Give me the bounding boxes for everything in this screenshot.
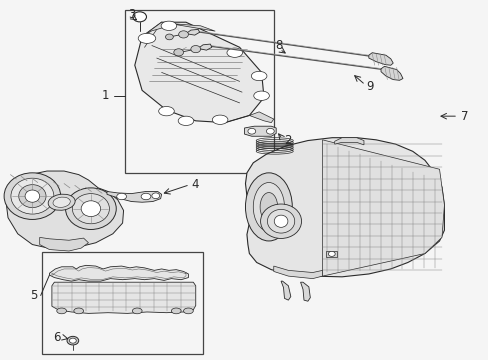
Ellipse shape	[171, 308, 181, 314]
Text: 1: 1	[102, 89, 109, 102]
Ellipse shape	[57, 308, 66, 314]
Ellipse shape	[251, 71, 266, 81]
Polygon shape	[40, 237, 88, 251]
Polygon shape	[49, 265, 188, 281]
Polygon shape	[322, 140, 444, 276]
Polygon shape	[142, 22, 215, 37]
Ellipse shape	[65, 188, 116, 229]
Ellipse shape	[141, 193, 151, 200]
Polygon shape	[380, 66, 402, 80]
Polygon shape	[300, 282, 310, 301]
Ellipse shape	[138, 33, 156, 43]
Ellipse shape	[183, 308, 193, 314]
Ellipse shape	[133, 12, 146, 22]
Ellipse shape	[267, 210, 294, 233]
Text: 8: 8	[274, 39, 282, 52]
Polygon shape	[244, 126, 276, 136]
Ellipse shape	[253, 183, 284, 231]
Polygon shape	[135, 22, 264, 123]
Ellipse shape	[165, 34, 173, 40]
Ellipse shape	[158, 107, 174, 116]
Ellipse shape	[117, 193, 126, 200]
Polygon shape	[245, 138, 444, 277]
Polygon shape	[5, 171, 123, 249]
Ellipse shape	[328, 251, 334, 256]
Ellipse shape	[260, 204, 301, 238]
Ellipse shape	[253, 91, 269, 100]
Ellipse shape	[178, 116, 193, 126]
Bar	[42, 252, 203, 354]
Text: 6: 6	[53, 331, 61, 344]
Ellipse shape	[226, 48, 242, 57]
Ellipse shape	[178, 31, 188, 38]
Ellipse shape	[152, 193, 159, 199]
Ellipse shape	[173, 49, 183, 56]
Polygon shape	[273, 266, 322, 279]
Polygon shape	[281, 281, 290, 300]
Ellipse shape	[260, 193, 277, 221]
Ellipse shape	[67, 336, 79, 345]
Ellipse shape	[274, 215, 287, 227]
Ellipse shape	[81, 201, 101, 217]
Ellipse shape	[11, 178, 54, 214]
Polygon shape	[334, 138, 363, 145]
Ellipse shape	[19, 185, 46, 208]
Ellipse shape	[245, 173, 292, 241]
Text: 4: 4	[191, 178, 199, 191]
Ellipse shape	[4, 173, 61, 220]
Ellipse shape	[161, 21, 176, 31]
Ellipse shape	[212, 115, 227, 125]
Polygon shape	[185, 30, 199, 35]
Text: 2: 2	[284, 134, 291, 147]
Polygon shape	[52, 282, 195, 314]
Polygon shape	[249, 112, 273, 123]
Bar	[326, 251, 336, 257]
Ellipse shape	[25, 190, 40, 202]
Ellipse shape	[266, 129, 274, 134]
Ellipse shape	[132, 308, 142, 314]
Bar	[125, 10, 273, 173]
Ellipse shape	[74, 308, 83, 314]
Text: 9: 9	[366, 80, 373, 93]
Polygon shape	[107, 192, 161, 202]
Ellipse shape	[69, 338, 76, 343]
Text: 7: 7	[461, 110, 468, 123]
Ellipse shape	[190, 45, 200, 53]
Text: 3: 3	[127, 8, 135, 21]
Ellipse shape	[53, 197, 70, 207]
Ellipse shape	[48, 194, 75, 210]
Polygon shape	[198, 44, 211, 50]
Ellipse shape	[247, 129, 255, 134]
Polygon shape	[368, 53, 392, 65]
Text: 5: 5	[30, 289, 38, 302]
Ellipse shape	[72, 194, 109, 224]
